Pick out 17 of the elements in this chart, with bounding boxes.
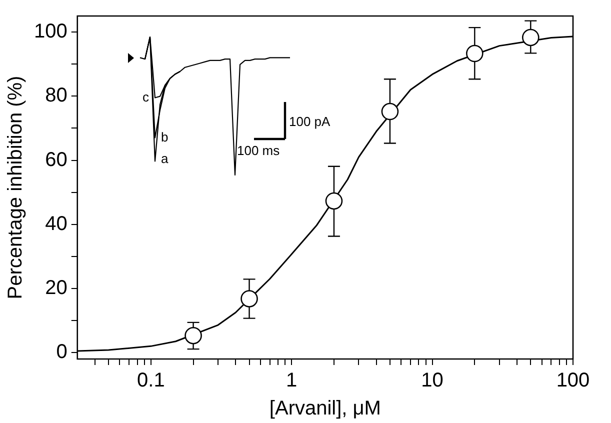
y-tick-label: 100: [34, 20, 68, 43]
x-tick-label: 100: [556, 370, 590, 392]
y-tick-label: 60: [45, 148, 68, 171]
x-tick-label: 0.1: [137, 370, 165, 392]
series-label: c: [142, 89, 150, 104]
y-axis-title: Percentage inhibition (%): [4, 76, 27, 300]
y-tick-label: 80: [45, 84, 68, 107]
series-label: b: [161, 129, 168, 144]
y-tick-label: 0: [56, 341, 68, 364]
x-tick-label: 10: [421, 370, 444, 392]
annotation: 100 ms: [237, 143, 280, 158]
series-label: a: [161, 150, 169, 166]
x-axis-title: [Arvanil], μM: [269, 398, 381, 420]
y-tick-label: 40: [45, 212, 68, 235]
annotation: 100 pA: [289, 114, 330, 129]
x-tick-label: 1: [286, 370, 298, 392]
y-tick-label: 20: [45, 276, 68, 299]
